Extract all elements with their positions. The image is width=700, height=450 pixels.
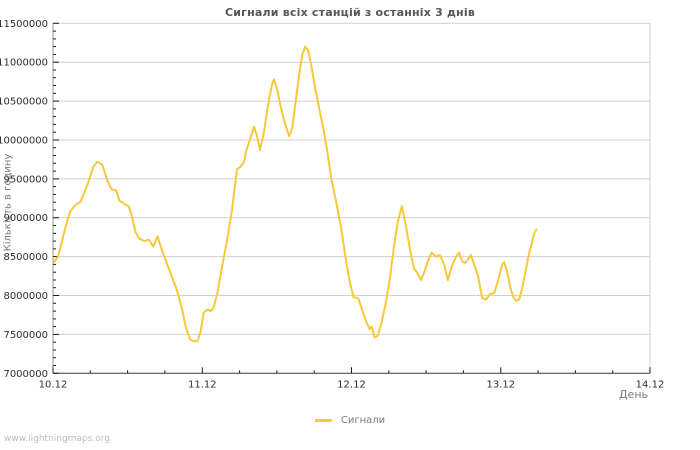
y-tick-label: 7500000: [3, 330, 48, 341]
y-tick-label: 11000000: [0, 58, 48, 69]
x-tick-label: 14.12: [636, 379, 665, 390]
y-tick-label: 11500000: [0, 19, 48, 30]
legend-line-swatch-icon: [314, 418, 332, 422]
y-axis-ticks: 7000000 7500000 8000000 8500000 9000000 95000…: [0, 19, 59, 380]
gridlines: [53, 22, 650, 335]
y-tick-label: 10000000: [0, 136, 48, 147]
x-tick-label: 12.12: [337, 379, 366, 390]
y-tick-label: 9000000: [3, 213, 48, 224]
plot-frame: [52, 23, 651, 374]
x-tick-label: 13.12: [486, 379, 515, 390]
x-tick-label: 11.12: [188, 379, 217, 390]
series-line-signals: [53, 45, 538, 343]
x-axis-title: День: [618, 388, 648, 401]
y-tick-label: 8500000: [3, 252, 48, 263]
y-tick-label: 10500000: [0, 97, 48, 108]
x-tick-label: 10.12: [39, 379, 68, 390]
y-axis-title: Кількість в годину: [2, 153, 14, 252]
y-tick-label: 7000000: [3, 369, 48, 380]
y-tick-label: 9500000: [3, 174, 48, 185]
y-tick-label: 8000000: [3, 291, 48, 302]
chart-title: Сигнали всіх станцій з останніх 3 днів: [225, 6, 475, 19]
legend-label-signals: Сигнали: [340, 414, 386, 426]
legend: Сигнали: [0, 413, 700, 427]
x-axis-ticks: 10.12 11.12 12.12 13.12 14.12: [39, 367, 665, 390]
watermark-lightningmaps: www.lightningmaps.org: [4, 434, 110, 444]
